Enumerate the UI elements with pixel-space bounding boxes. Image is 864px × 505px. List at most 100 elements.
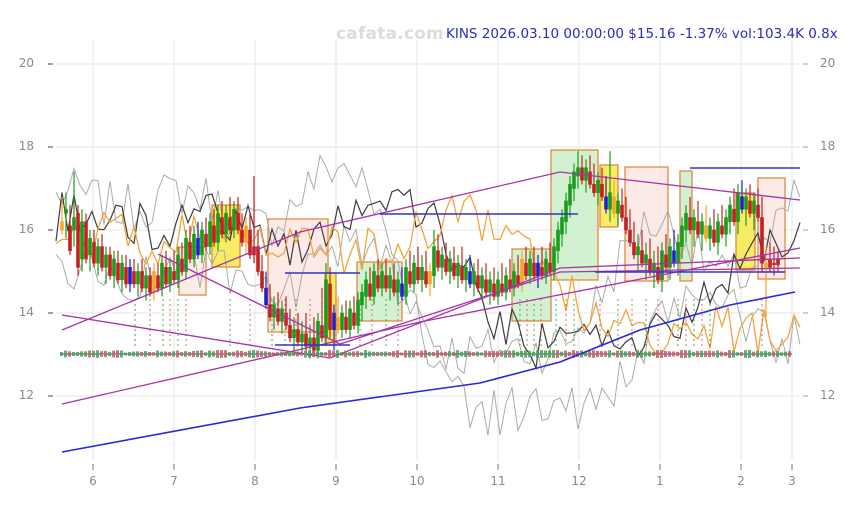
- candle-body[interactable]: [336, 316, 340, 330]
- candle-body[interactable]: [736, 192, 740, 222]
- candle-body[interactable]: [108, 254, 112, 276]
- candle-body[interactable]: [264, 287, 268, 306]
- candle-body[interactable]: [276, 308, 280, 322]
- forecast-line[interactable]: [61, 291, 796, 453]
- candle-body[interactable]: [768, 258, 772, 268]
- candle-body[interactable]: [772, 262, 776, 266]
- candle-body[interactable]: [340, 312, 344, 330]
- candle-body[interactable]: [528, 258, 532, 276]
- candle-body[interactable]: [296, 329, 300, 343]
- candle-body[interactable]: [660, 250, 664, 281]
- candle-body[interactable]: [752, 200, 756, 214]
- candle-body[interactable]: [308, 337, 312, 347]
- candle-body[interactable]: [388, 275, 392, 289]
- candle-body[interactable]: [480, 275, 484, 289]
- candle-body[interactable]: [464, 267, 468, 281]
- candle-body[interactable]: [708, 225, 712, 239]
- candle-body[interactable]: [152, 271, 156, 293]
- candle-body[interactable]: [184, 238, 188, 272]
- candle-body[interactable]: [316, 320, 320, 351]
- candle-body[interactable]: [392, 279, 396, 293]
- candle-body[interactable]: [500, 283, 504, 293]
- candle-body[interactable]: [436, 250, 440, 268]
- candle-body[interactable]: [748, 200, 752, 214]
- candle-body[interactable]: [516, 275, 520, 285]
- trend-channel[interactable]: [157, 253, 801, 345]
- candle-body[interactable]: [236, 213, 240, 231]
- candle-body[interactable]: [292, 329, 296, 339]
- candle-body[interactable]: [100, 246, 104, 268]
- candle-body[interactable]: [744, 196, 748, 210]
- candle-body[interactable]: [224, 213, 228, 235]
- candle-body[interactable]: [624, 217, 628, 231]
- candle-body[interactable]: [456, 262, 460, 276]
- candle-body[interactable]: [600, 184, 604, 198]
- candle-body[interactable]: [704, 225, 708, 239]
- candle-body[interactable]: [572, 171, 576, 189]
- candle-body[interactable]: [168, 267, 172, 285]
- candle-body[interactable]: [688, 217, 692, 231]
- candle-body[interactable]: [608, 192, 612, 210]
- candle-body[interactable]: [160, 262, 164, 289]
- candle-body[interactable]: [364, 279, 368, 297]
- candle-body[interactable]: [420, 267, 424, 281]
- candle-body[interactable]: [192, 233, 196, 260]
- candle-body[interactable]: [172, 271, 176, 281]
- candle-body[interactable]: [668, 246, 672, 268]
- candle-body[interactable]: [428, 271, 432, 285]
- candle-body[interactable]: [684, 213, 688, 231]
- candle-body[interactable]: [300, 333, 304, 343]
- candle-body[interactable]: [616, 200, 620, 214]
- candle-body[interactable]: [144, 275, 148, 289]
- candle-body[interactable]: [680, 225, 684, 247]
- candle-body[interactable]: [636, 246, 640, 256]
- candle-body[interactable]: [124, 267, 128, 285]
- candle-body[interactable]: [380, 271, 384, 289]
- candle-body[interactable]: [128, 267, 132, 285]
- candle-body[interactable]: [324, 279, 328, 339]
- candle-body[interactable]: [476, 275, 480, 289]
- candle-body[interactable]: [604, 196, 608, 210]
- candle-body[interactable]: [208, 221, 212, 247]
- candle-body[interactable]: [60, 221, 64, 231]
- candle-body[interactable]: [356, 300, 360, 326]
- candle-body[interactable]: [344, 316, 348, 330]
- candle-body[interactable]: [492, 283, 496, 297]
- candle-body[interactable]: [648, 258, 652, 272]
- candle-body[interactable]: [472, 271, 476, 285]
- candle-body[interactable]: [200, 229, 204, 256]
- candle-body[interactable]: [764, 262, 768, 268]
- candle-body[interactable]: [716, 221, 720, 243]
- candle-body[interactable]: [248, 229, 252, 256]
- candle-body[interactable]: [504, 275, 508, 293]
- candle-body[interactable]: [260, 271, 264, 289]
- candle-body[interactable]: [576, 167, 580, 177]
- candle-body[interactable]: [612, 196, 616, 214]
- candle-body[interactable]: [140, 271, 144, 289]
- candle-body[interactable]: [132, 271, 136, 285]
- candle-body[interactable]: [440, 254, 444, 268]
- candle-body[interactable]: [564, 200, 568, 222]
- trend-mid[interactable]: [61, 257, 801, 359]
- candle-body[interactable]: [552, 246, 556, 272]
- candle-body[interactable]: [328, 283, 332, 330]
- candle-body[interactable]: [136, 271, 140, 285]
- candle-body[interactable]: [116, 262, 120, 281]
- candle-body[interactable]: [524, 262, 528, 276]
- candle-body[interactable]: [368, 283, 372, 297]
- candle-body[interactable]: [644, 254, 648, 264]
- candle-body[interactable]: [120, 262, 124, 281]
- candle-body[interactable]: [460, 267, 464, 281]
- candle-body[interactable]: [156, 275, 160, 289]
- candle-body[interactable]: [728, 204, 732, 223]
- candle-body[interactable]: [408, 271, 412, 285]
- candle-body[interactable]: [92, 242, 96, 264]
- candle-body[interactable]: [588, 171, 592, 185]
- candle-body[interactable]: [640, 250, 644, 264]
- candle-body[interactable]: [484, 279, 488, 293]
- candle-body[interactable]: [164, 267, 168, 285]
- candle-body[interactable]: [148, 275, 152, 293]
- candle-body[interactable]: [424, 271, 428, 285]
- candle-body[interactable]: [216, 213, 220, 243]
- candle-body[interactable]: [596, 179, 600, 193]
